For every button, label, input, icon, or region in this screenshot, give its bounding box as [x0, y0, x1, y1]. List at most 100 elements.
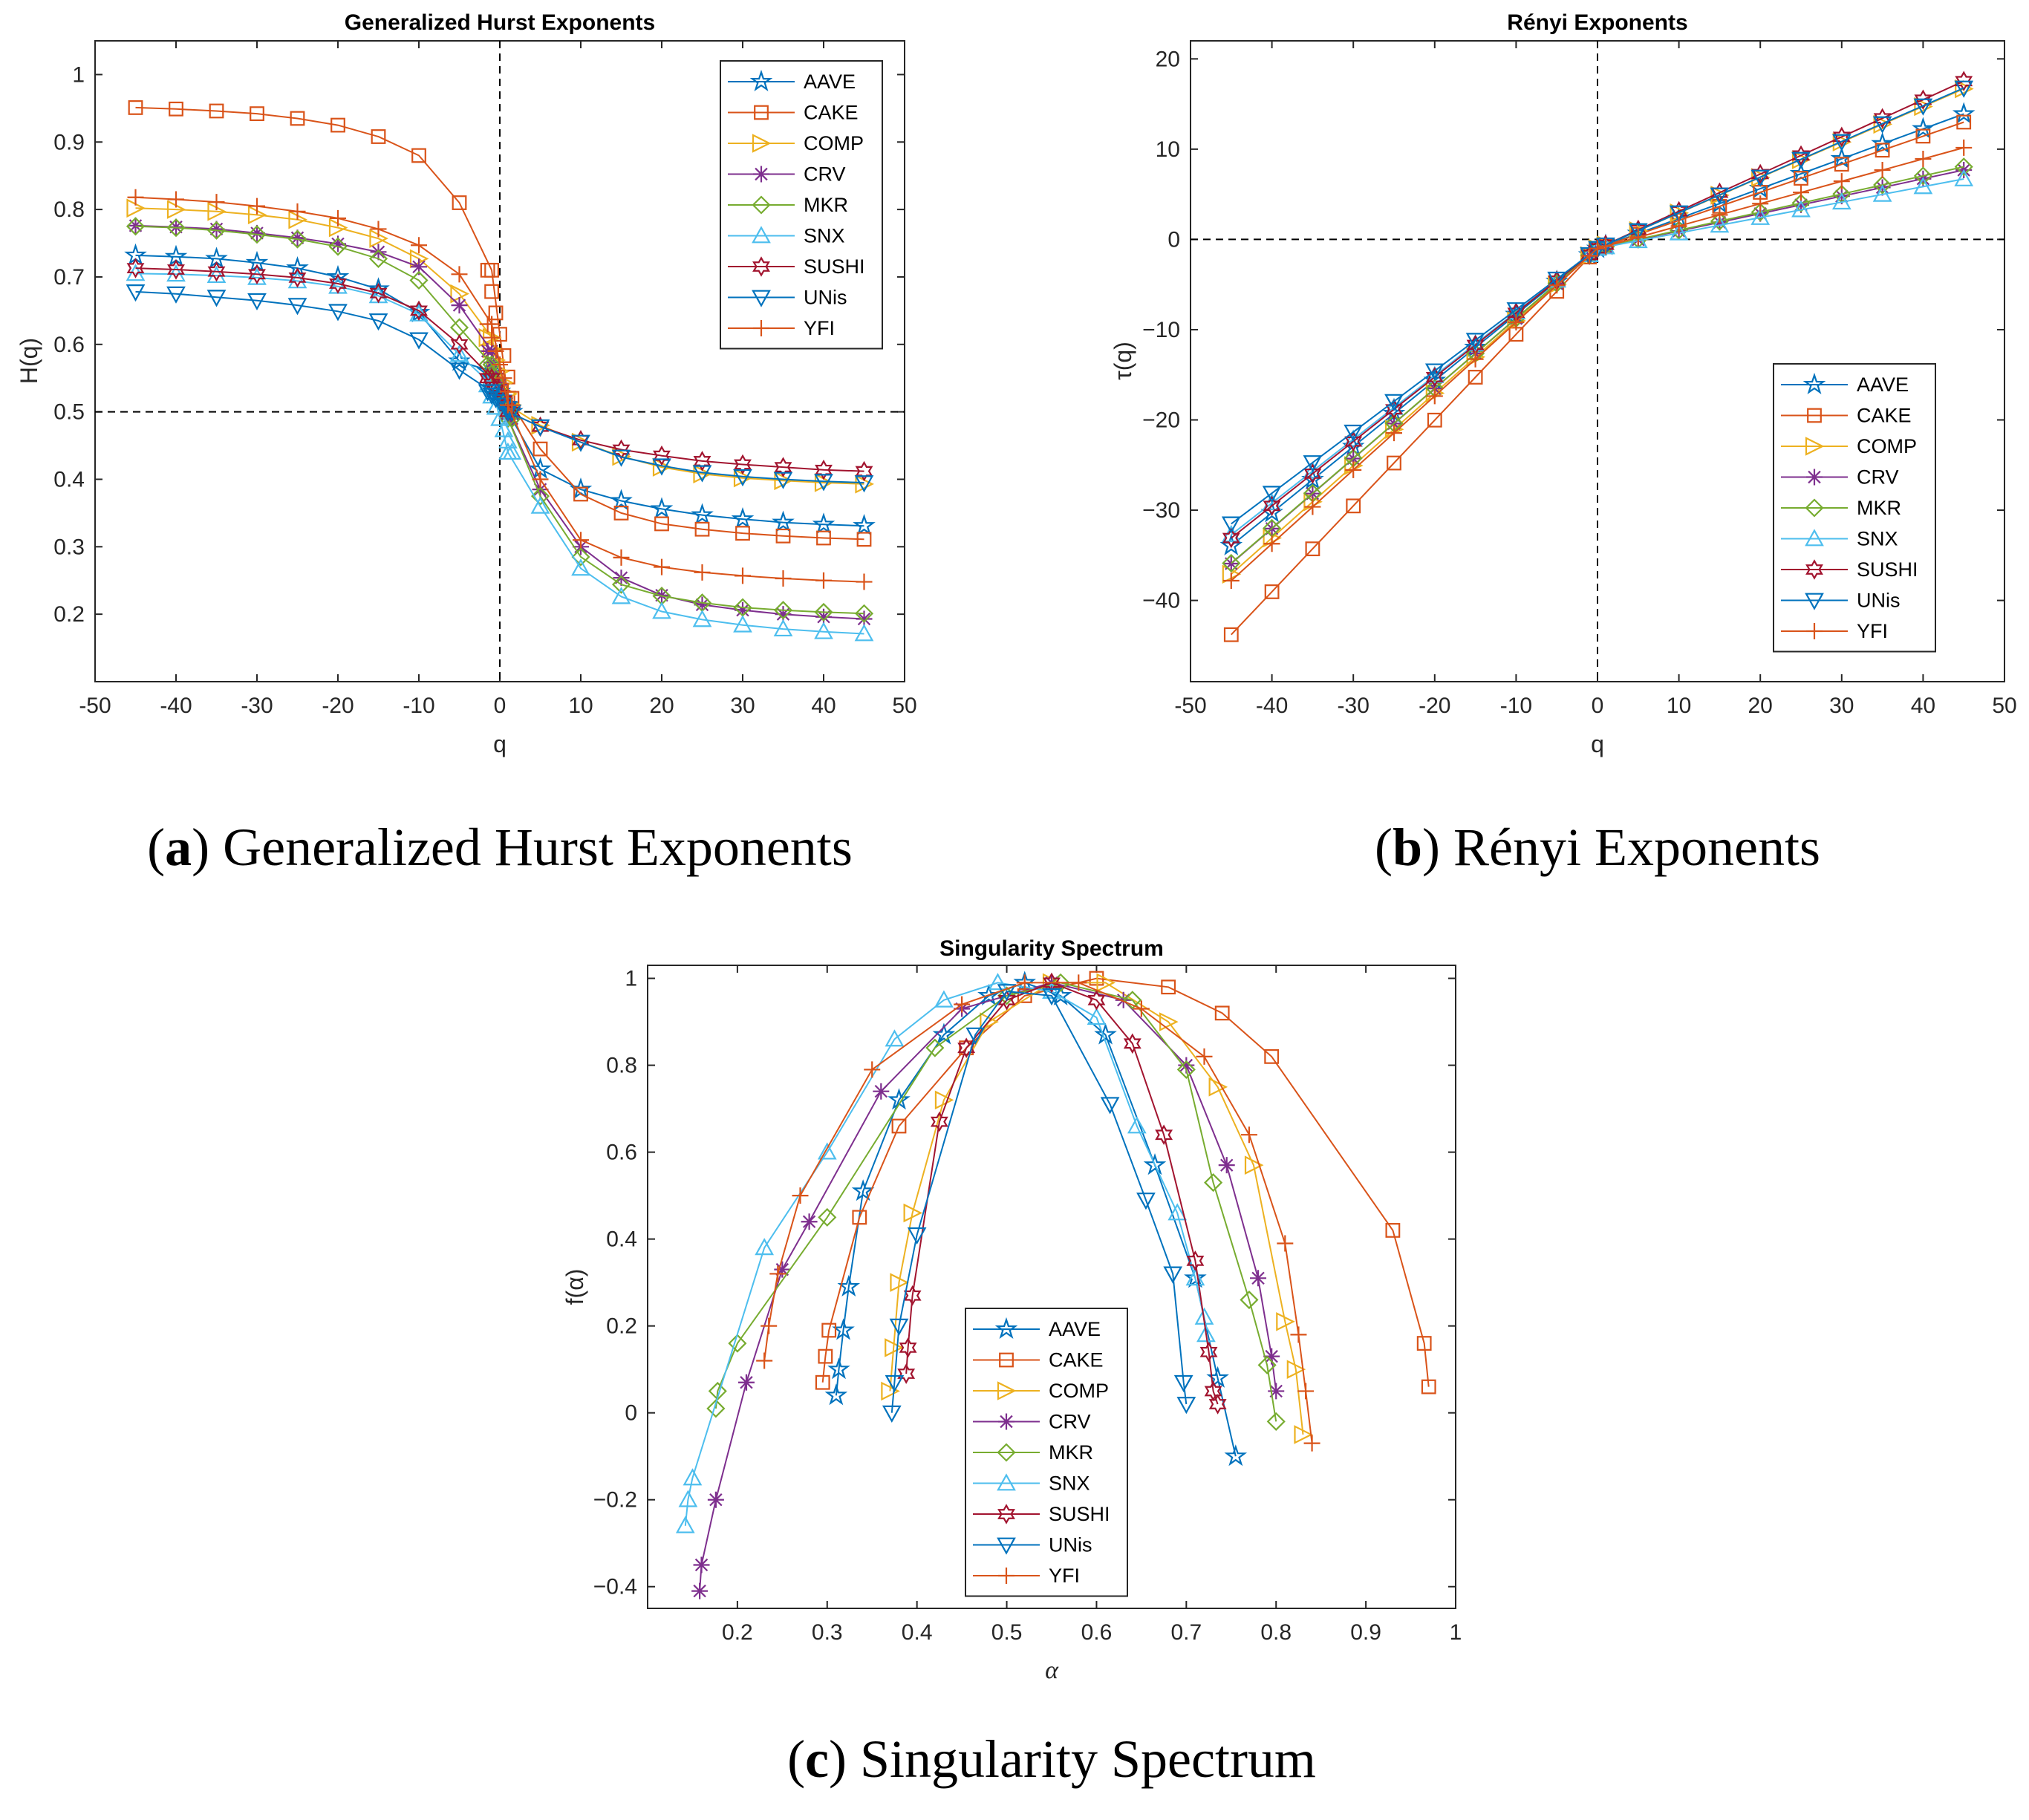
- spectrum-point-comp: [1276, 1312, 1295, 1331]
- spectrum-point-cake: [959, 1040, 974, 1056]
- renyi-legend-label-unis: UNis: [1857, 590, 1901, 612]
- hurst-point-sushi: [369, 282, 388, 304]
- hurst-legend-marker-yfi: [753, 320, 769, 336]
- spectrum-point-cake: [815, 1374, 830, 1390]
- spectrum-legend-marker-cake: [999, 1352, 1014, 1368]
- hurst-point-aave: [407, 300, 431, 323]
- spectrum-point-aave: [851, 1179, 875, 1201]
- renyi-point-snx: [1791, 200, 1811, 218]
- hurst-point-yfi: [735, 567, 751, 584]
- hurst-point-crv: [694, 596, 711, 613]
- spectrum-xtick-label: 0.3: [812, 1620, 843, 1645]
- hurst-point-crv: [613, 570, 630, 587]
- spectrum-point-comp: [881, 1381, 900, 1401]
- hurst-legend-marker-sushi: [752, 256, 770, 277]
- hurst-point-sushi: [248, 264, 266, 285]
- renyi-point-yfi: [1263, 535, 1280, 552]
- spectrum-line-cake: [821, 977, 1430, 1387]
- hurst-point-cake: [775, 528, 791, 544]
- spectrum-point-yfi: [1303, 1435, 1320, 1452]
- hurst-point-yfi: [451, 266, 468, 283]
- caption-c: (c) Singularity Spectrum: [787, 1729, 1316, 1789]
- renyi-point-yfi: [1467, 350, 1484, 368]
- spectrum-ytick-label: 0.8: [606, 1054, 637, 1078]
- caption-a: (a) Generalized Hurst Exponents: [147, 818, 853, 877]
- renyi-point-cake: [1956, 114, 1972, 130]
- spectrum-point-mkr: [1123, 991, 1142, 1010]
- hurst-point-cake: [411, 148, 426, 163]
- spectrum-point-yfi: [1297, 1383, 1315, 1400]
- renyi-ytick-label: −30: [1142, 498, 1180, 523]
- hurst-point-unis: [409, 332, 429, 350]
- hurst-legend-marker-cake: [754, 105, 769, 120]
- hurst-legend: AAVE CAKE COMP CRV MKR SNX SUSHI UNis YFI: [720, 60, 883, 350]
- renyi-legend-label-aave: AAVE: [1857, 374, 1909, 396]
- hurst-point-snx: [733, 615, 752, 633]
- caption-b: (b) Rényi Exponents: [1375, 818, 1820, 877]
- renyi-point-yfi: [1222, 572, 1240, 589]
- spectrum-point-comp: [1286, 1360, 1306, 1379]
- spectrum-point-sushi: [1087, 990, 1106, 1011]
- hurst-point-crv: [532, 481, 549, 498]
- hurst-xtick-label: -10: [403, 694, 434, 718]
- renyi-point-cake: [1346, 498, 1361, 514]
- renyi-legend-marker-comp: [1805, 437, 1825, 456]
- spectrum-legend-label-comp: COMP: [1049, 1380, 1109, 1402]
- hurst-ytick-label: 0.2: [53, 602, 85, 627]
- hurst-point-sushi: [167, 259, 185, 280]
- renyi-xtick-label: -30: [1338, 694, 1370, 718]
- hurst-legend-marker-snx: [752, 226, 771, 244]
- spectrum-point-sushi: [957, 1037, 976, 1058]
- spectrum-point-sushi: [1199, 1341, 1218, 1363]
- spectrum-xtick-label: 0.4: [902, 1620, 933, 1645]
- spectrum-point-sushi: [903, 1285, 922, 1306]
- hurst-point-yfi: [168, 191, 184, 208]
- hurst-point-unis: [733, 469, 752, 487]
- spectrum-legend-label-snx: SNX: [1049, 1472, 1090, 1495]
- hurst-point-mkr: [611, 575, 631, 594]
- hurst-point-sushi: [288, 267, 307, 288]
- renyi-xlabel: q: [1591, 731, 1604, 757]
- hurst-ytick-label: 0.7: [53, 265, 85, 290]
- spectrum-legend-label-yfi: YFI: [1049, 1565, 1080, 1587]
- spectrum-point-crv: [801, 1213, 818, 1230]
- spectrum-point-yfi: [1133, 1000, 1150, 1017]
- renyi-point-unis: [1710, 187, 1730, 205]
- hurst-point-sushi: [693, 451, 711, 472]
- renyi-point-snx: [1424, 365, 1445, 383]
- hurst-point-aave: [650, 497, 674, 519]
- spectrum-point-sushi: [1043, 972, 1061, 994]
- spectrum-point-mkr: [1257, 1355, 1277, 1374]
- renyi-legend-label-sushi: SUSHI: [1857, 558, 1918, 581]
- renyi-point-sushi: [1751, 163, 1770, 185]
- hurst-point-mkr: [328, 237, 348, 256]
- renyi-title: Rényi Exponents: [1507, 10, 1687, 35]
- hurst-point-cake: [452, 195, 467, 210]
- renyi-point-yfi: [1752, 195, 1769, 212]
- hurst-point-snx: [502, 442, 522, 460]
- renyi-xtick-label: 0: [1592, 694, 1604, 718]
- spectrum-series-cake: [815, 971, 1436, 1395]
- hurst-xtick-label: -30: [241, 694, 273, 718]
- hurst-point-sushi: [855, 460, 873, 482]
- hurst-xtick-label: 50: [892, 694, 916, 718]
- renyi-point-yfi: [1548, 277, 1566, 294]
- renyi-point-yfi: [1670, 218, 1687, 235]
- spectrum-xtick-label: 0.2: [722, 1620, 753, 1645]
- renyi-point-unis: [1954, 80, 1974, 98]
- hurst-point-mkr: [530, 486, 550, 506]
- renyi-point-mkr: [1710, 212, 1729, 231]
- hurst-point-yfi: [856, 573, 873, 590]
- renyi-point-yfi: [1833, 173, 1850, 190]
- renyi-point-comp: [1955, 79, 1974, 99]
- renyi-point-yfi: [1915, 150, 1932, 167]
- hurst-point-aave: [812, 512, 836, 535]
- spectrum-point-sushi: [1123, 1033, 1141, 1054]
- spectrum-point-mkr: [1051, 973, 1070, 992]
- hurst-point-snx: [490, 408, 509, 426]
- spectrum-point-yfi: [769, 1265, 786, 1282]
- renyi-point-sushi: [1873, 108, 1892, 129]
- hurst-point-unis: [611, 449, 631, 467]
- renyi-legend-label-cake: CAKE: [1857, 405, 1912, 427]
- spectrum-point-snx: [1185, 1268, 1205, 1286]
